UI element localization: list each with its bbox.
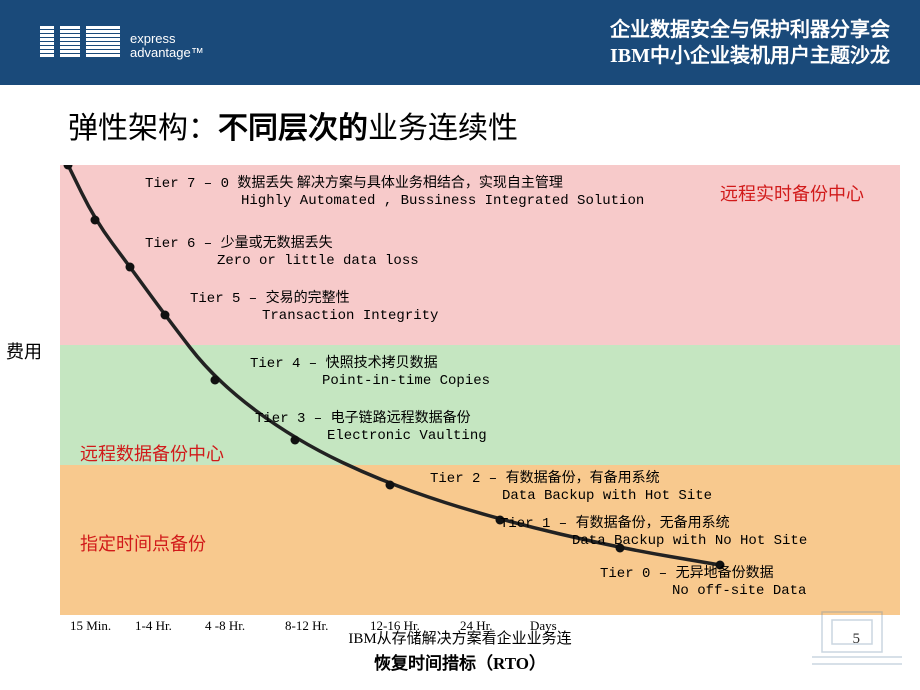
title-bold: 不同层次的 <box>218 112 368 145</box>
logo-sub-line1: express <box>130 31 176 46</box>
tier6-label: Tier 6 – 少量或无数据丢失Zero or little data los… <box>145 235 419 270</box>
decorative-server-icon <box>802 602 912 672</box>
header-bar: express advantage™ 企业数据安全与保护利器分享会 IBM中小企… <box>0 0 920 85</box>
header-right-line2: IBM中小企业装机用户主题沙龙 <box>610 43 890 69</box>
slide-title: 弹性架构：不同层次的业务连续性 <box>68 103 920 147</box>
tm-symbol: ™ <box>191 45 204 60</box>
x-axis-label: 恢复时间措标（RTO） <box>0 649 920 674</box>
tier4-label: Tier 4 – 快照技术拷贝数据Point-in-time Copies <box>250 355 490 390</box>
tier7-label: Tier 7 – 0 数据丢失 解决方案与具体业务相结合，实现自主管理Highl… <box>145 175 644 210</box>
y-axis-label: 费用 <box>6 338 42 364</box>
tier5-label: Tier 5 – 交易的完整性Transaction Integrity <box>190 290 438 325</box>
tier0-label: Tier 0 – 无异地备份数据No off-site Data <box>600 565 806 600</box>
title-prefix: 弹性架构： <box>68 112 218 145</box>
title-suffix: 业务连续性 <box>368 112 518 145</box>
region-label-top: 远程实时备份中心 <box>720 180 864 206</box>
tier3-label: Tier 3 – 电子链路远程数据备份Electronic Vaulting <box>255 410 487 445</box>
header-right-text: 企业数据安全与保护利器分享会 IBM中小企业装机用户主题沙龙 <box>610 17 890 69</box>
chart-area: Tier 7 – 0 数据丢失 解决方案与具体业务相结合，实现自主管理Highl… <box>60 165 900 615</box>
region-label-bottom: 指定时间点备份 <box>80 530 206 556</box>
ibm-logo-icon <box>40 26 120 58</box>
header-right-line1: 企业数据安全与保护利器分享会 <box>610 17 890 43</box>
logo-sub-line2: advantage <box>130 45 191 60</box>
tier2-label: Tier 2 – 有数据备份，有备用系统Data Backup with Hot… <box>430 470 712 505</box>
region-label-middle: 远程数据备份中心 <box>80 440 224 466</box>
ibm-logo-block: express advantage™ <box>40 26 204 60</box>
logo-subtitle: express advantage™ <box>130 32 204 60</box>
tier1-label: Tier 1 – 有数据备份，无备用系统Data Backup with No … <box>500 515 807 550</box>
footer-text: IBM从存储解决方案看企业业务连 <box>0 627 920 648</box>
